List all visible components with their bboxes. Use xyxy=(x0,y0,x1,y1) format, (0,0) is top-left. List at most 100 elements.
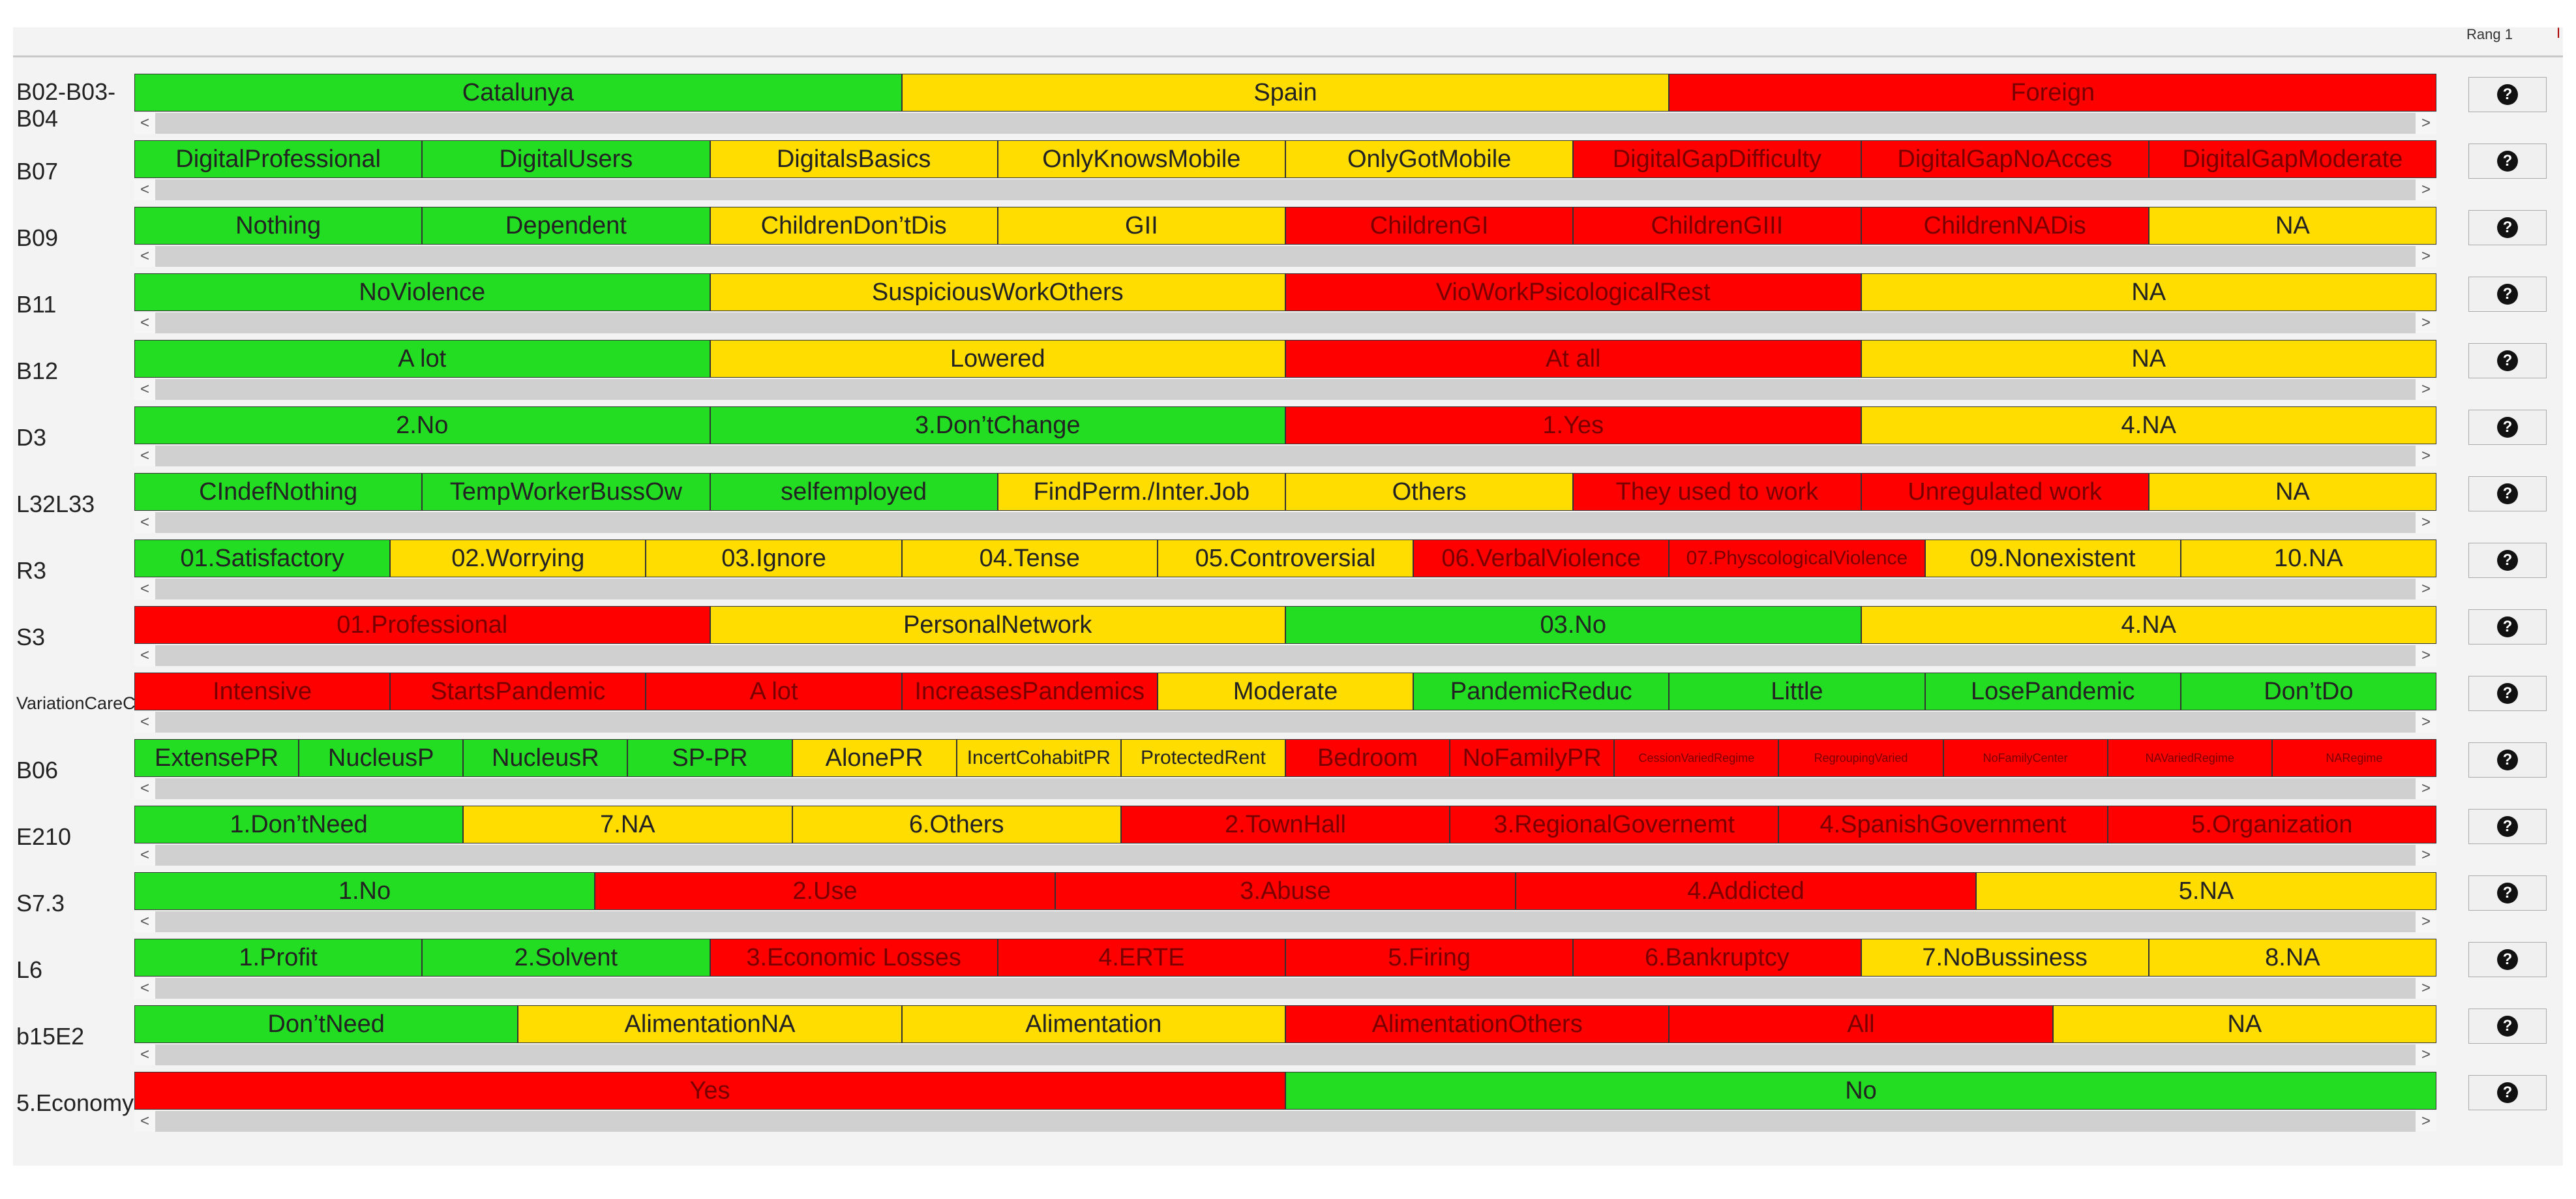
scroll-right-icon[interactable]: > xyxy=(2416,179,2436,200)
category-segment[interactable]: Others xyxy=(1285,473,1574,511)
scroll-right-icon[interactable]: > xyxy=(2416,1111,2436,1132)
scroll-right-icon[interactable]: > xyxy=(2416,712,2436,733)
scroll-right-icon[interactable]: > xyxy=(2416,845,2436,866)
help-button[interactable]: ? xyxy=(2468,1009,2547,1044)
category-segment[interactable]: A lot xyxy=(646,673,902,710)
category-segment[interactable]: DigitalGapNoAcces xyxy=(1861,140,2149,178)
category-segment[interactable]: 1.Yes xyxy=(1285,406,1861,444)
category-segment[interactable]: 05.Controversial xyxy=(1157,539,1414,577)
category-segment[interactable]: 5.NA xyxy=(1976,872,2436,910)
category-segment[interactable]: LosePandemic xyxy=(1925,673,2181,710)
category-segment[interactable]: 01.Professional xyxy=(134,606,710,644)
category-segment[interactable]: Unregulated work xyxy=(1861,473,2149,511)
horizontal-scrollbar[interactable]: < > xyxy=(134,312,2436,333)
category-segment[interactable]: Don’tNeed xyxy=(134,1005,518,1043)
category-segment[interactable]: Intensive xyxy=(134,673,391,710)
help-button[interactable]: ? xyxy=(2468,77,2547,112)
scroll-left-icon[interactable]: < xyxy=(134,911,155,932)
category-segment[interactable]: selfemployed xyxy=(710,473,998,511)
help-button[interactable]: ? xyxy=(2468,609,2547,645)
scroll-left-icon[interactable]: < xyxy=(134,845,155,866)
category-segment[interactable]: IncreasesPandemics xyxy=(901,673,1158,710)
category-segment[interactable]: Nothing xyxy=(134,207,423,245)
category-segment[interactable]: 3.Economic Losses xyxy=(710,939,998,977)
horizontal-scrollbar[interactable]: < > xyxy=(134,246,2436,267)
category-segment[interactable]: SuspiciousWorkOthers xyxy=(710,273,1285,311)
help-button[interactable]: ? xyxy=(2468,410,2547,445)
category-segment[interactable]: No xyxy=(1285,1072,2436,1110)
category-segment[interactable]: 4.SpanishGovernment xyxy=(1778,806,2108,843)
category-segment[interactable]: NucleusR xyxy=(463,739,628,777)
category-segment[interactable]: VioWorkPsicologicalRest xyxy=(1285,273,1861,311)
category-segment[interactable]: NA xyxy=(2148,207,2436,245)
help-button[interactable]: ? xyxy=(2468,343,2547,378)
horizontal-scrollbar[interactable]: < > xyxy=(134,1044,2436,1065)
category-segment[interactable]: 06.VerbalViolence xyxy=(1413,539,1670,577)
category-segment[interactable]: 1.Profit xyxy=(134,939,423,977)
scroll-right-icon[interactable]: > xyxy=(2416,1044,2436,1065)
horizontal-scrollbar[interactable]: < > xyxy=(134,113,2436,134)
scroll-left-icon[interactable]: < xyxy=(134,579,155,600)
category-segment[interactable]: 4.NA xyxy=(1861,606,2436,644)
scroll-right-icon[interactable]: > xyxy=(2416,645,2436,666)
horizontal-scrollbar[interactable]: < > xyxy=(134,645,2436,666)
category-segment[interactable]: DigitalProfessional xyxy=(134,140,423,178)
scroll-right-icon[interactable]: > xyxy=(2416,113,2436,134)
category-segment[interactable]: 04.Tense xyxy=(901,539,1158,577)
category-segment[interactable]: 03.Ignore xyxy=(646,539,902,577)
help-button[interactable]: ? xyxy=(2468,543,2547,578)
category-segment[interactable]: Bedroom xyxy=(1285,739,1450,777)
scroll-left-icon[interactable]: < xyxy=(134,1111,155,1132)
category-segment[interactable]: 09.Nonexistent xyxy=(1925,539,2181,577)
category-segment[interactable]: DigitalUsers xyxy=(422,140,710,178)
category-segment[interactable]: 5.Organization xyxy=(2107,806,2436,843)
category-segment[interactable]: 3.Don’tChange xyxy=(710,406,1285,444)
category-segment[interactable]: 3.Abuse xyxy=(1055,872,1516,910)
horizontal-scrollbar[interactable]: < > xyxy=(134,179,2436,200)
category-segment[interactable]: They used to work xyxy=(1573,473,1861,511)
category-segment[interactable]: Little xyxy=(1669,673,1925,710)
category-segment[interactable]: NoFamilyCenter xyxy=(1943,739,2108,777)
category-segment[interactable]: 6.Others xyxy=(792,806,1121,843)
scroll-left-icon[interactable]: < xyxy=(134,712,155,733)
category-segment[interactable]: TempWorkerBussOw xyxy=(422,473,710,511)
category-segment[interactable]: NoFamilyPR xyxy=(1450,739,1615,777)
category-segment[interactable]: A lot xyxy=(134,340,710,378)
scroll-left-icon[interactable]: < xyxy=(134,246,155,267)
scroll-left-icon[interactable]: < xyxy=(134,978,155,999)
category-segment[interactable]: ChildrenDon’tDis xyxy=(710,207,998,245)
horizontal-scrollbar[interactable]: < > xyxy=(134,512,2436,533)
category-segment[interactable]: ProtectedRent xyxy=(1120,739,1285,777)
category-segment[interactable]: ChildrenGIII xyxy=(1573,207,1861,245)
category-segment[interactable]: OnlyGotMobile xyxy=(1285,140,1574,178)
scroll-left-icon[interactable]: < xyxy=(134,1044,155,1065)
category-segment[interactable]: Moderate xyxy=(1157,673,1414,710)
scroll-right-icon[interactable]: > xyxy=(2416,379,2436,400)
category-segment[interactable]: PersonalNetwork xyxy=(710,606,1285,644)
category-segment[interactable]: 02.Worrying xyxy=(390,539,646,577)
category-segment[interactable]: AlimentationOthers xyxy=(1285,1005,1670,1043)
scroll-right-icon[interactable]: > xyxy=(2416,312,2436,333)
scroll-left-icon[interactable]: < xyxy=(134,778,155,799)
category-segment[interactable]: Catalunya xyxy=(134,74,902,112)
category-segment[interactable]: ExtensePR xyxy=(134,739,299,777)
category-segment[interactable]: DigitalGapModerate xyxy=(2148,140,2436,178)
category-segment[interactable]: Alimentation xyxy=(901,1005,1285,1043)
category-segment[interactable]: 1.Don’tNeed xyxy=(134,806,464,843)
scroll-right-icon[interactable]: > xyxy=(2416,911,2436,932)
category-segment[interactable]: 2.TownHall xyxy=(1120,806,1450,843)
category-segment[interactable]: NAVariedRegime xyxy=(2107,739,2272,777)
category-segment[interactable]: 2.No xyxy=(134,406,710,444)
help-button[interactable]: ? xyxy=(2468,144,2547,179)
help-button[interactable]: ? xyxy=(2468,875,2547,911)
category-segment[interactable]: 8.NA xyxy=(2148,939,2436,977)
category-segment[interactable]: NA xyxy=(1861,273,2436,311)
category-segment[interactable]: Don’tDo xyxy=(2180,673,2436,710)
category-segment[interactable]: DigitalsBasics xyxy=(710,140,998,178)
horizontal-scrollbar[interactable]: < > xyxy=(134,379,2436,400)
horizontal-scrollbar[interactable]: < > xyxy=(134,579,2436,600)
help-button[interactable]: ? xyxy=(2468,742,2547,778)
help-button[interactable]: ? xyxy=(2468,277,2547,312)
category-segment[interactable]: 4.NA xyxy=(1861,406,2436,444)
category-segment[interactable]: 2.Solvent xyxy=(422,939,710,977)
